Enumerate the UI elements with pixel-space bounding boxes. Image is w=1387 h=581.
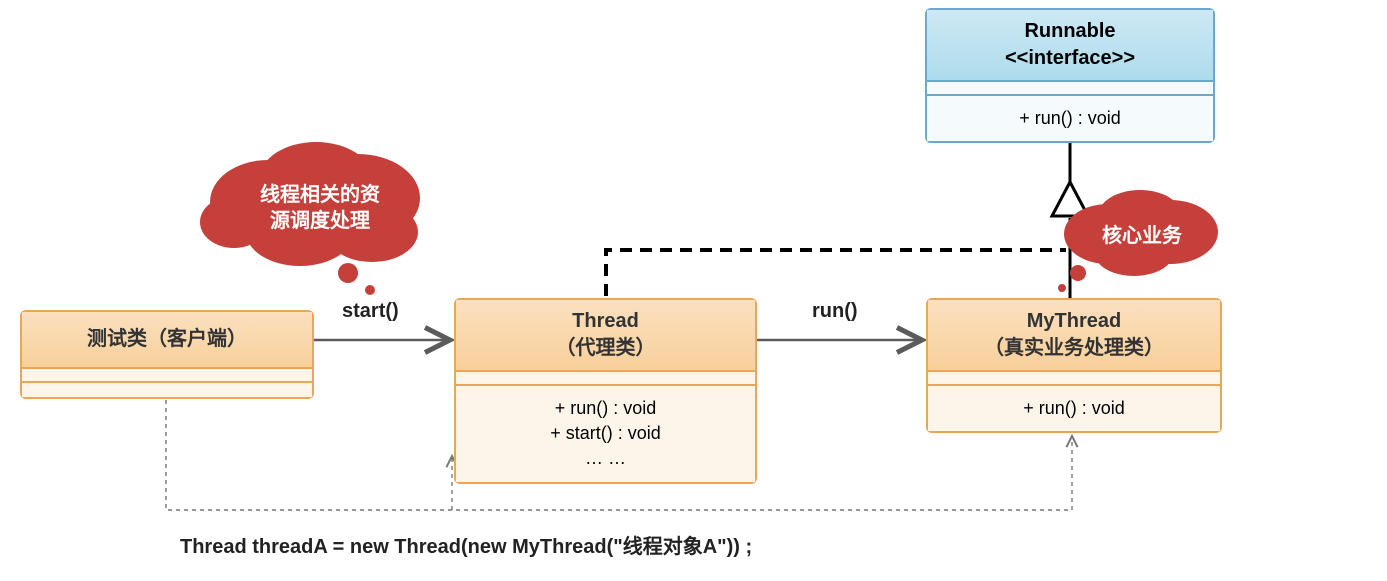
box-runnable: Runnable <<interface>> + run() : void — [925, 8, 1215, 143]
callout-core-line: 核心业务 — [1102, 223, 1182, 249]
box-mythread: MyThread （真实业务处理类） + run() : void — [926, 298, 1222, 433]
runnable-methods: + run() : void — [927, 96, 1213, 141]
runnable-title: Runnable — [939, 18, 1201, 45]
thread-title: Thread — [468, 308, 743, 335]
client-methods — [22, 383, 312, 397]
mythread-method-run: + run() : void — [942, 396, 1206, 421]
callout-scheduling-text: 线程相关的资 源调度处理 — [210, 178, 430, 238]
runnable-method-run: + run() : void — [941, 106, 1199, 131]
thread-method-start: + start() : void — [470, 421, 741, 446]
client-header: 测试类（客户端） — [22, 312, 312, 369]
label-start: start() — [342, 300, 399, 323]
thread-subtitle: （代理类） — [468, 335, 743, 362]
runnable-stereotype: <<interface>> — [939, 45, 1201, 72]
thread-attrs — [456, 372, 755, 386]
thread-method-more: … … — [470, 446, 741, 471]
thread-methods: + run() : void + start() : void … … — [456, 386, 755, 482]
client-attrs — [22, 369, 312, 383]
hollow-triangle-icon — [1052, 182, 1088, 216]
mythread-subtitle: （真实业务处理类） — [940, 335, 1208, 362]
code-line: Thread threadA = new Thread(new MyThread… — [180, 530, 752, 559]
callout-scheduling-line1: 线程相关的资 — [260, 182, 380, 208]
callout-core-text: 核心业务 — [1072, 218, 1212, 254]
thread-method-run: + run() : void — [470, 396, 741, 421]
runnable-attrs — [927, 82, 1213, 96]
label-run: run() — [812, 300, 858, 323]
mythread-header: MyThread （真实业务处理类） — [928, 300, 1220, 372]
callout-scheduling-line2: 源调度处理 — [260, 208, 380, 234]
mythread-attrs — [928, 372, 1220, 386]
thread-header: Thread （代理类） — [456, 300, 755, 372]
client-title: 测试类（客户端） — [87, 328, 247, 350]
mythread-methods: + run() : void — [928, 386, 1220, 431]
runnable-header: Runnable <<interface>> — [927, 10, 1213, 82]
box-thread: Thread （代理类） + run() : void + start() : … — [454, 298, 757, 484]
arrow-thread-runnable-dashed — [606, 250, 1066, 296]
mythread-title: MyThread — [940, 308, 1208, 335]
box-client: 测试类（客户端） — [20, 310, 314, 399]
